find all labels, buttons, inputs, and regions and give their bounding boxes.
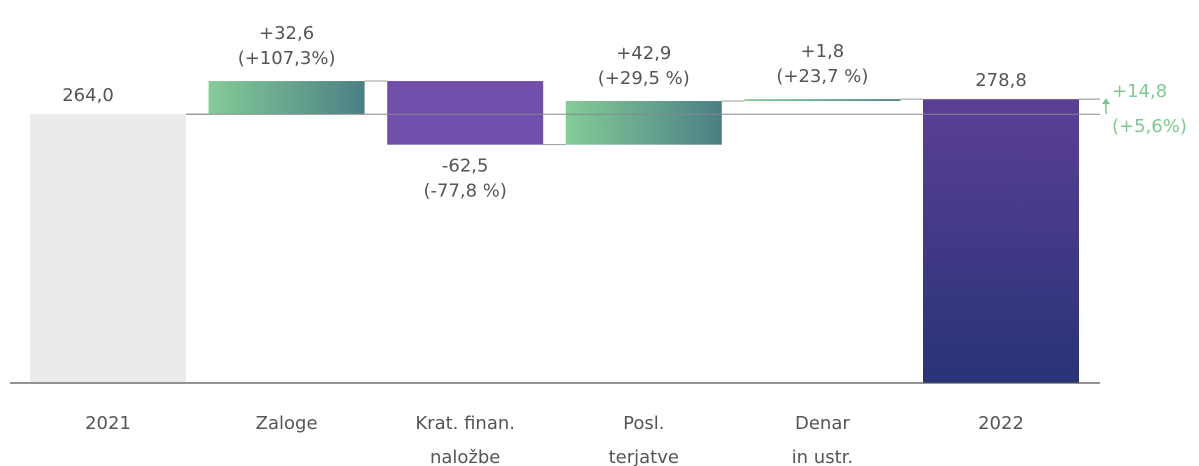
value-label: +32,6	[259, 23, 314, 44]
x-tick-label: in ustr.	[792, 447, 853, 466]
x-tick-label: terjatve	[609, 447, 679, 466]
value-label: +1,8	[801, 41, 845, 62]
x-tick-label: naložbe	[430, 447, 500, 466]
x-tick-label: 2022	[978, 413, 1024, 434]
bar	[923, 99, 1079, 383]
x-tick-label: Zaloge	[256, 413, 318, 434]
percent-label: (-77,8 %)	[423, 181, 506, 202]
x-tick-label: Krat. finan.	[415, 413, 515, 434]
arrow-head	[1102, 98, 1110, 105]
bar	[208, 81, 365, 115]
x-tick-label: Denar	[795, 413, 850, 434]
value-label: +42,9	[616, 43, 671, 64]
net-percent-label: (+5,6%)	[1112, 116, 1187, 137]
percent-label: (+29,5 %)	[598, 68, 690, 89]
x-tick-label: Posl.	[623, 413, 664, 434]
bar	[565, 101, 722, 145]
net-label: +14,8	[1112, 81, 1167, 102]
bar	[387, 81, 544, 145]
percent-label: (+23,7 %)	[776, 66, 868, 87]
percent-label: (+107,3%)	[238, 48, 336, 69]
value-label: 264,0	[62, 85, 114, 106]
value-label: -62,5	[442, 156, 489, 177]
bar	[30, 114, 186, 384]
value-label: 278,8	[975, 70, 1027, 91]
x-tick-label: 2021	[85, 413, 131, 434]
bar	[744, 99, 901, 102]
